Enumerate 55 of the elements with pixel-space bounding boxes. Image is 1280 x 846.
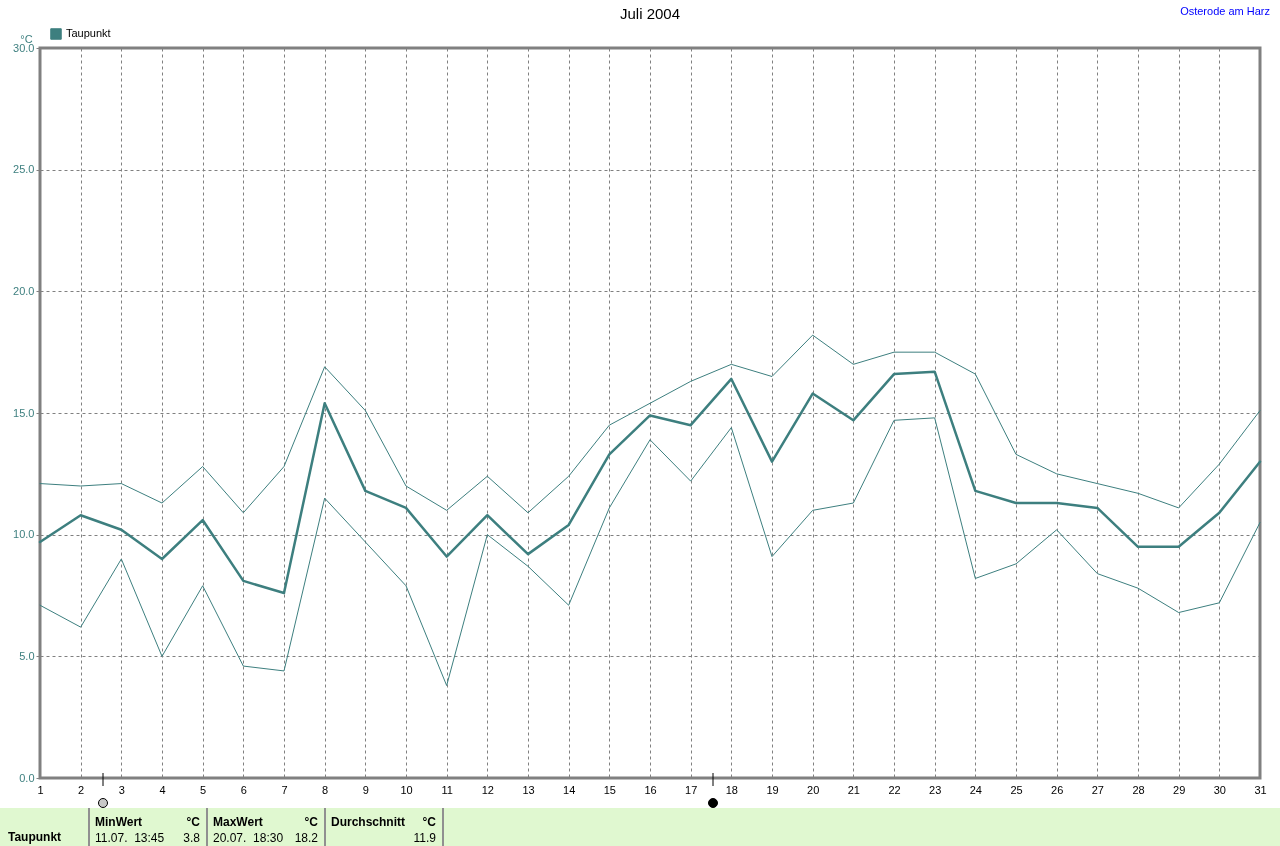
x-tick-label: 3 [118, 783, 125, 796]
x-tick-label: 25 [1010, 783, 1023, 796]
x-tick-label: 8 [322, 783, 329, 796]
y-tick-label: 15.0 [13, 406, 35, 419]
text: 3.8 [183, 831, 200, 845]
y-tick-label: 25.0 [13, 163, 35, 176]
x-tick-label: 28 [1132, 783, 1145, 796]
x-tick-label: 15 [603, 783, 616, 796]
x-tick-label: 26 [1051, 783, 1064, 796]
y-tick-label: 10.0 [13, 528, 35, 541]
text: MinWert [95, 815, 143, 829]
x-tick-label: 14 [563, 783, 576, 796]
legend-label: Taupunkt [66, 27, 111, 39]
text: 18.2 [294, 831, 318, 845]
text: Taupunkt [8, 830, 62, 844]
y-tick-label: 5.0 [19, 649, 35, 662]
x-tick-label: 18 [725, 783, 738, 796]
line-series [39, 334, 1261, 514]
text: Osterode am Harz [1180, 5, 1270, 17]
x-tick-label: 5 [200, 783, 207, 796]
line-series [38, 370, 1262, 595]
x-tick-label: 16 [644, 783, 657, 796]
x-tick-label: 19 [766, 783, 779, 796]
x-tick-label: 20 [807, 783, 820, 796]
x-tick-label: 17 [685, 783, 698, 796]
x-tick-label: 11 [441, 783, 453, 796]
line-series [39, 417, 1261, 687]
x-tick-label: 31 [1254, 783, 1267, 796]
x-tick-label: 1 [37, 783, 44, 796]
text: °C [304, 815, 318, 829]
x-tick-label: 21 [847, 783, 860, 796]
text: °C [422, 815, 436, 829]
x-tick-label: 24 [969, 783, 982, 796]
x-tick-label: 29 [1173, 783, 1186, 796]
y-tick-label: 0.0 [19, 771, 35, 784]
x-tick-label: 2 [78, 783, 85, 796]
x-tick-label: 9 [362, 783, 369, 796]
chart-title: Juli 2004 [619, 5, 681, 22]
x-tick-label: 27 [1091, 783, 1104, 796]
text: 11.9 [413, 831, 436, 845]
text: °C [186, 815, 200, 829]
x-tick-label: 12 [481, 783, 494, 796]
y-tick-label: 20.0 [13, 284, 35, 297]
x-tick-label: 13 [522, 783, 535, 796]
text: 11.07. 13:45 [95, 831, 165, 845]
x-tick-label: 4 [159, 783, 166, 796]
x-tick-label: 10 [400, 783, 413, 796]
x-tick-label: 6 [240, 783, 247, 796]
x-tick-label: 23 [929, 783, 942, 796]
text: Durchschnitt [331, 815, 406, 829]
x-tick-label: 30 [1213, 783, 1226, 796]
x-tick-label: 22 [888, 783, 901, 796]
text: 20.07. 18:30 [213, 831, 284, 845]
text: MaxWert [213, 815, 263, 829]
x-tick-label: 7 [281, 783, 288, 796]
